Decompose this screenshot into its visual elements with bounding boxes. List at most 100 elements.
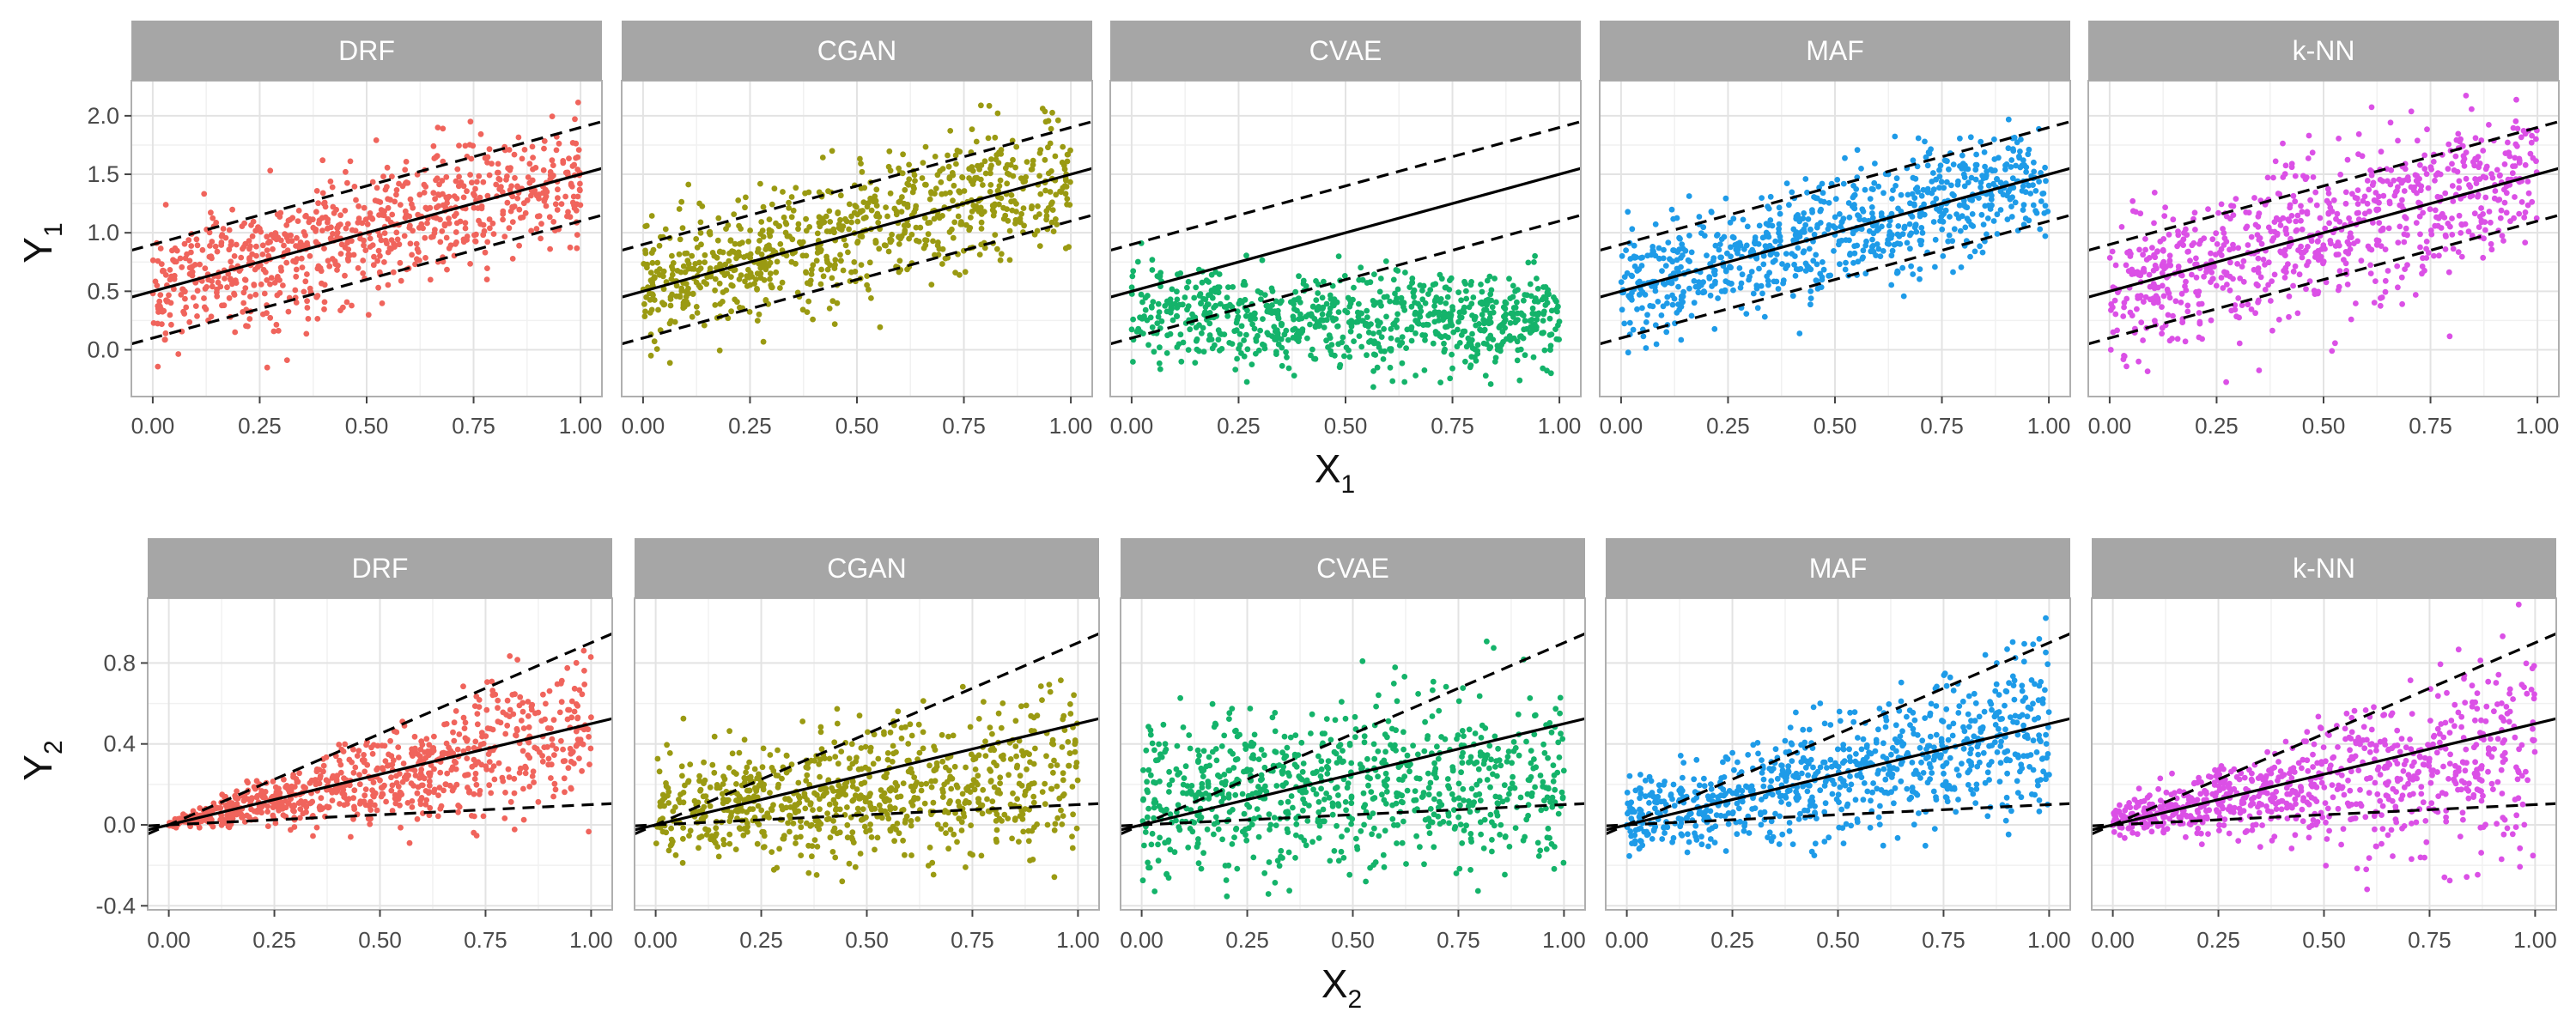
data-point: [1727, 219, 1734, 226]
data-point: [1206, 336, 1212, 343]
data-point: [1392, 290, 1398, 297]
data-point: [873, 203, 880, 209]
data-point: [1540, 330, 1546, 336]
data-point: [780, 189, 786, 195]
data-point: [1448, 275, 1455, 282]
data-point: [1242, 282, 1249, 288]
data-point: [467, 172, 473, 179]
data-point: [1364, 307, 1370, 314]
data-point: [2299, 209, 2306, 215]
data-point: [1221, 331, 1228, 337]
data-point: [484, 160, 490, 166]
data-point: [1847, 251, 1854, 257]
data-point: [2009, 175, 2016, 182]
data-point: [1552, 297, 1558, 303]
data-point: [1650, 248, 1656, 255]
data-point: [2364, 200, 2371, 207]
data-point: [889, 231, 895, 238]
data-point: [1802, 176, 1809, 182]
data-point: [1158, 318, 1165, 324]
data-point: [1145, 342, 1151, 348]
data-point: [201, 191, 208, 197]
data-point: [1157, 344, 1163, 351]
data-point: [1050, 228, 1057, 234]
data-point: [1814, 261, 1820, 268]
data-point: [2196, 240, 2202, 247]
data-point: [440, 125, 447, 132]
data-point: [987, 189, 993, 195]
data-point: [517, 694, 524, 700]
data-point: [2136, 358, 2142, 365]
data-point: [1660, 255, 1667, 262]
data-point: [2430, 159, 2437, 165]
data-point: [341, 794, 348, 800]
data-point: [2159, 304, 2165, 310]
data-point: [197, 805, 204, 811]
data-point: [149, 257, 156, 264]
data-point: [321, 245, 327, 251]
data-point: [1688, 249, 1695, 256]
panel-grid: [1600, 81, 2070, 397]
data-point: [1209, 345, 1216, 352]
data-point: [1467, 340, 1473, 347]
data-point: [516, 770, 523, 776]
data-point: [325, 258, 331, 264]
data-point: [392, 198, 398, 205]
data-point: [270, 245, 276, 252]
data-point: [1370, 351, 1377, 358]
data-point: [1313, 297, 1320, 303]
data-point: [579, 691, 586, 698]
data-point: [2472, 135, 2479, 142]
data-point: [327, 179, 334, 185]
data-point: [981, 158, 988, 165]
data-point: [345, 246, 352, 253]
data-point: [2334, 210, 2341, 217]
data-point: [2376, 199, 2382, 206]
data-point: [2165, 312, 2172, 318]
data-point: [398, 791, 405, 797]
data-point: [444, 266, 450, 273]
reference-line-lower: [622, 214, 1092, 346]
data-point: [1783, 180, 1790, 187]
data-point: [2236, 314, 2243, 321]
data-point: [407, 196, 414, 203]
data-point: [2533, 215, 2540, 221]
data-point: [1668, 206, 1675, 213]
data-point: [703, 281, 710, 288]
data-point: [1347, 328, 1354, 335]
data-point: [1472, 346, 1479, 353]
data-point: [1997, 207, 2004, 213]
data-point: [653, 268, 660, 275]
data-point: [347, 158, 354, 165]
data-point: [1492, 354, 1499, 361]
data-point: [267, 167, 274, 174]
data-point: [2403, 225, 2409, 232]
data-point: [666, 360, 673, 367]
data-point: [1886, 222, 1893, 229]
data-point: [288, 786, 294, 793]
data-point: [1449, 365, 1455, 372]
data-point: [361, 768, 368, 775]
data-point: [1947, 214, 1953, 220]
data-point: [273, 236, 280, 243]
data-point: [795, 226, 801, 233]
data-point: [379, 300, 386, 306]
data-point: [1814, 277, 1820, 284]
data-point: [281, 242, 287, 249]
data-point: [1950, 269, 1956, 276]
data-point: [293, 266, 300, 273]
data-point: [758, 264, 764, 270]
data-point: [1387, 298, 1393, 305]
data-point: [1682, 247, 1689, 254]
data-point: [489, 220, 496, 227]
data-point: [961, 188, 968, 194]
panel-grid: [1110, 81, 1581, 397]
data-point: [742, 204, 748, 211]
data-point: [1315, 323, 1322, 330]
data-point: [1260, 341, 1266, 348]
data-point: [1838, 219, 1845, 226]
data-point: [1326, 332, 1333, 338]
data-point: [908, 231, 915, 238]
data-point: [1770, 258, 1777, 265]
data-point: [295, 800, 302, 806]
